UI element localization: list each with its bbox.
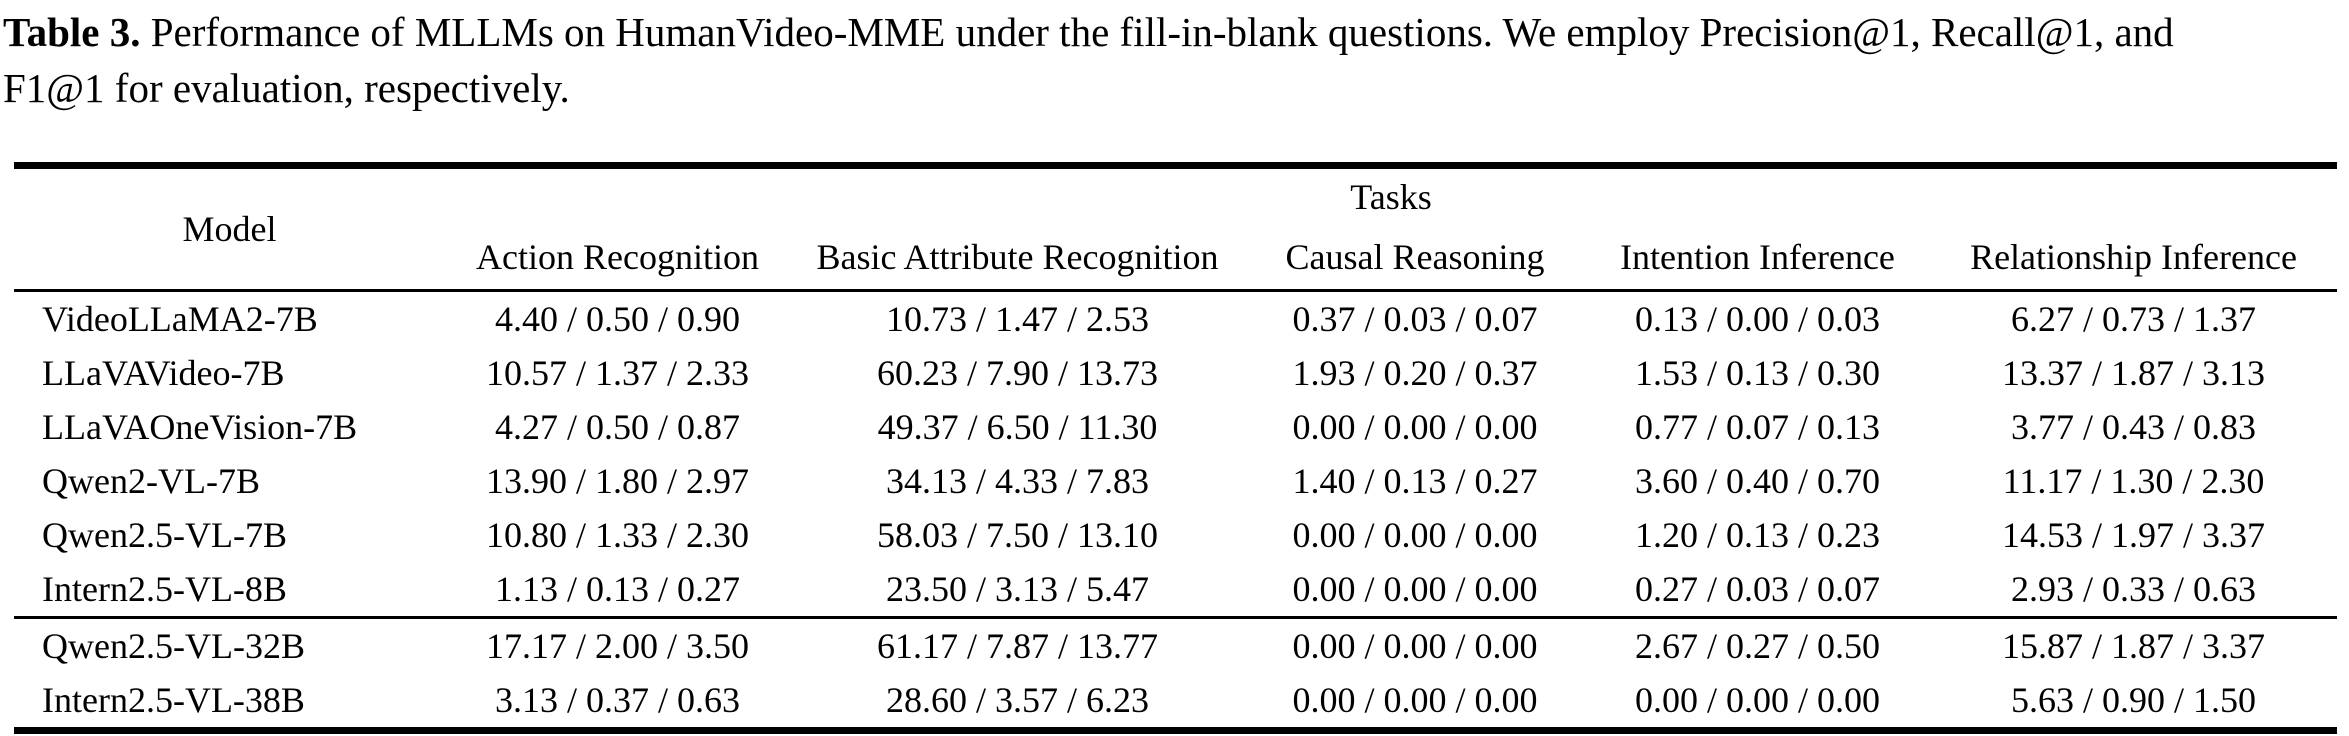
table-caption: Table 3. Performance of MLLMs on HumanVi… xyxy=(0,0,2349,116)
model-name-cell: Intern2.5-VL-8B xyxy=(42,569,287,609)
table-row: Intern2.5-VL-38B 3.13 / 0.37 / 0.63 28.6… xyxy=(14,673,2337,731)
header-group-row: Model Tasks xyxy=(14,165,2337,292)
metric-cell: 0.00 / 0.00 / 0.00 xyxy=(1292,407,1538,447)
column-header-intention-inference: Intention Inference xyxy=(1585,225,1930,292)
column-header-action-recognition: Action Recognition xyxy=(445,225,790,292)
metric-cell: 10.80 / 1.33 / 2.30 xyxy=(485,515,749,555)
column-header-model: Model xyxy=(14,165,445,292)
metric-cell: 61.17 / 7.87 / 13.77 xyxy=(790,616,1245,673)
column-header-basic-attribute-recognition: Basic Attribute Recognition xyxy=(790,225,1245,292)
table-caption-line1: Performance of MLLMs on HumanVideo-MME u… xyxy=(150,9,2174,55)
metric-cell: 0.37 / 0.03 / 0.07 xyxy=(1292,299,1538,339)
metric-cell: 60.23 / 7.90 / 13.73 xyxy=(876,353,1158,393)
model-name-cell: LLaVAOneVision-7B xyxy=(42,407,358,447)
column-header-causal-reasoning: Causal Reasoning xyxy=(1245,225,1585,292)
metric-cell: 1.40 / 0.13 / 0.27 xyxy=(1292,461,1538,501)
table-header: Model Tasks Action Recognition Basic Att… xyxy=(14,165,2337,292)
metric-cell: 1.53 / 0.13 / 0.30 xyxy=(1634,353,1880,393)
metric-cell: 1.93 / 0.20 / 0.37 xyxy=(1292,353,1538,393)
metric-cell: 0.27 / 0.03 / 0.07 xyxy=(1634,569,1880,609)
metric-cell: 3.13 / 0.37 / 0.63 xyxy=(494,680,740,720)
table-row: Qwen2.5-VL-7B 10.80 / 1.33 / 2.30 58.03 … xyxy=(14,508,2337,562)
model-name-cell: VideoLLaMA2-7B xyxy=(42,299,318,339)
table-row: VideoLLaMA2-7B 4.40 / 0.50 / 0.90 10.73 … xyxy=(14,291,2337,347)
metric-cell: 0.00 / 0.00 / 0.00 xyxy=(1292,680,1538,720)
table-row: LLaVAVideo-7B 10.57 / 1.37 / 2.33 60.23 … xyxy=(14,346,2337,400)
metric-cell: 10.57 / 1.37 / 2.33 xyxy=(485,353,749,393)
model-name-cell: Qwen2.5-VL-7B xyxy=(42,515,287,555)
metric-cell: 4.27 / 0.50 / 0.87 xyxy=(494,407,740,447)
metric-cell: 13.37 / 1.87 / 3.13 xyxy=(2001,353,2265,393)
metric-cell: 0.77 / 0.07 / 0.13 xyxy=(1634,407,1880,447)
table-row: Qwen2.5-VL-32B 17.17 / 2.00 / 3.50 61.17… xyxy=(14,616,2337,673)
metric-cell: 23.50 / 3.13 / 5.47 xyxy=(885,569,1149,609)
metric-cell: 1.13 / 0.13 / 0.27 xyxy=(494,569,740,609)
metric-cell: 4.40 / 0.50 / 0.90 xyxy=(494,299,740,339)
metric-cell: 49.37 / 6.50 / 11.30 xyxy=(877,407,1158,447)
table-row: Intern2.5-VL-8B 1.13 / 0.13 / 0.27 23.50… xyxy=(14,562,2337,618)
metric-cell: 0.00 / 0.00 / 0.00 xyxy=(1245,616,1585,673)
metric-cell: 2.93 / 0.33 / 0.63 xyxy=(2010,569,2256,609)
metric-cell: 3.60 / 0.40 / 0.70 xyxy=(1634,461,1880,501)
results-table: Model Tasks Action Recognition Basic Att… xyxy=(14,162,2337,734)
model-name-cell: LLaVAVideo-7B xyxy=(42,353,285,393)
metric-cell: 28.60 / 3.57 / 6.23 xyxy=(885,680,1149,720)
metric-cell: 34.13 / 4.33 / 7.83 xyxy=(885,461,1149,501)
metric-cell: 5.63 / 0.90 / 1.50 xyxy=(2010,680,2256,720)
metric-cell: 0.00 / 0.00 / 0.00 xyxy=(1634,680,1880,720)
table-body-group-1: VideoLLaMA2-7B 4.40 / 0.50 / 0.90 10.73 … xyxy=(14,291,2337,618)
metric-cell: 0.00 / 0.00 / 0.00 xyxy=(1292,569,1538,609)
model-name-cell: Qwen2.5-VL-32B xyxy=(14,616,445,673)
metric-cell: 0.13 / 0.00 / 0.03 xyxy=(1634,299,1880,339)
table-row: LLaVAOneVision-7B 4.27 / 0.50 / 0.87 49.… xyxy=(14,400,2337,454)
metric-cell: 6.27 / 0.73 / 1.37 xyxy=(2010,299,2256,339)
metric-cell: 58.03 / 7.50 / 13.10 xyxy=(876,515,1158,555)
model-name-cell: Qwen2-VL-7B xyxy=(42,461,260,501)
metric-cell: 15.87 / 1.87 / 3.37 xyxy=(1930,616,2337,673)
table-body-group-2: Qwen2.5-VL-32B 17.17 / 2.00 / 3.50 61.17… xyxy=(14,616,2337,731)
metric-cell: 17.17 / 2.00 / 3.50 xyxy=(445,616,790,673)
column-group-header-tasks: Tasks xyxy=(1350,177,1432,217)
metric-cell: 11.17 / 1.30 / 2.30 xyxy=(2002,461,2265,501)
model-name-cell: Intern2.5-VL-38B xyxy=(42,680,305,720)
header-columns-row: Action Recognition Basic Attribute Recog… xyxy=(14,225,2337,292)
metric-cell: 3.77 / 0.43 / 0.83 xyxy=(2010,407,2256,447)
metric-cell: 13.90 / 1.80 / 2.97 xyxy=(485,461,749,501)
metric-cell: 0.00 / 0.00 / 0.00 xyxy=(1292,515,1538,555)
table-row: Qwen2-VL-7B 13.90 / 1.80 / 2.97 34.13 / … xyxy=(14,454,2337,508)
column-header-relationship-inference: Relationship Inference xyxy=(1930,225,2337,292)
metric-cell: 1.20 / 0.13 / 0.23 xyxy=(1634,515,1880,555)
table-caption-label: Table 3. xyxy=(3,9,141,55)
metric-cell: 10.73 / 1.47 / 2.53 xyxy=(885,299,1149,339)
metric-cell: 2.67 / 0.27 / 0.50 xyxy=(1585,616,1930,673)
table-caption-line2: F1@1 for evaluation, respectively. xyxy=(3,65,570,111)
metric-cell: 14.53 / 1.97 / 3.37 xyxy=(2001,515,2265,555)
